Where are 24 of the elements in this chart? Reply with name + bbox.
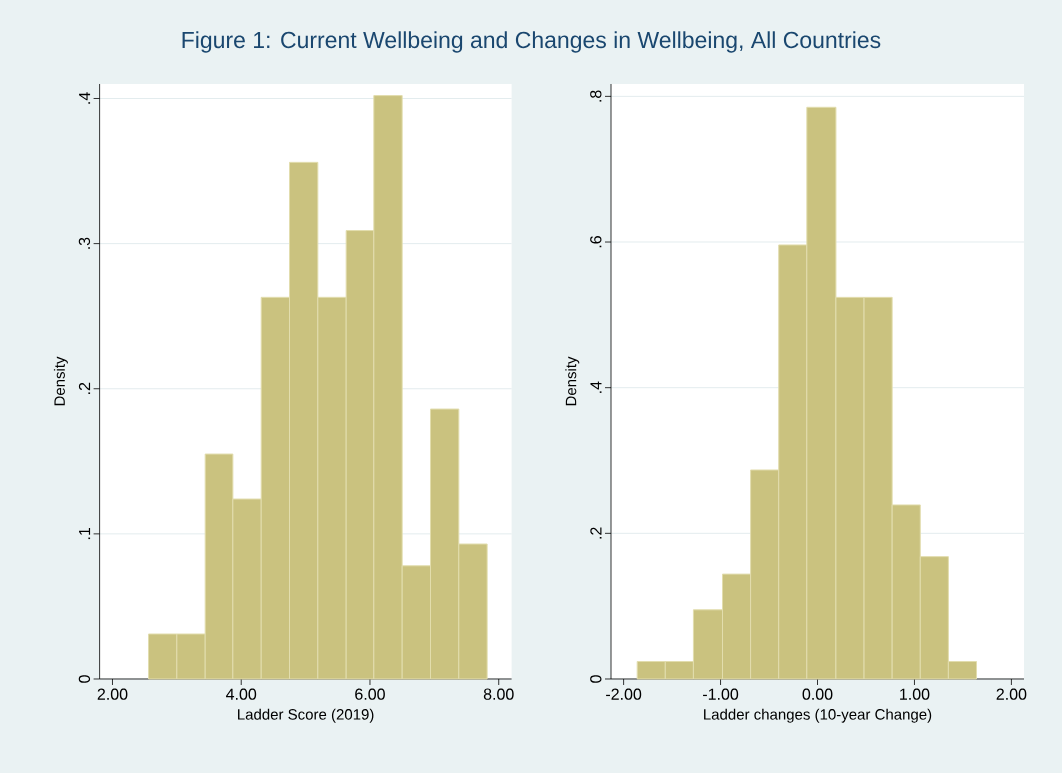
y-tick-label: .3 [78,237,91,249]
x-tick-label: 8.00 [483,688,514,700]
y-tick-label: .2 [78,382,91,394]
x-tick-label: -1.00 [703,688,739,700]
y-tick-label: .8 [590,90,602,102]
x-tick-label: -2.00 [606,688,642,700]
chart-title: Figure 1: Current Wellbeing and Changes in Wellbeing, All Countries [182,31,881,53]
y-tick-label: 0 [590,675,602,683]
x-tick-label: 2.00 [996,688,1027,700]
y-axis-title: Density [565,356,580,406]
y-tick-label: .1 [79,527,91,540]
x-tick-label: 6.00 [355,688,385,700]
x-tick-label: 2.00 [97,688,128,700]
x-tick-label: 4.00 [226,688,257,700]
x-axis-title: Ladder changes (10-year Change) [704,708,932,723]
y-tick-label: 0 [78,675,91,683]
y-tick-label: .4 [590,381,602,393]
y-tick-label: .2 [590,527,602,539]
y-tick-label: .6 [590,236,602,248]
x-tick-label: 1.00 [900,688,930,700]
y-axis-title: Density [53,356,68,406]
x-tick-label: 0.00 [802,688,833,700]
y-tick-label: .4 [79,92,91,104]
x-axis-title: Ladder Score (2019) [238,708,374,723]
